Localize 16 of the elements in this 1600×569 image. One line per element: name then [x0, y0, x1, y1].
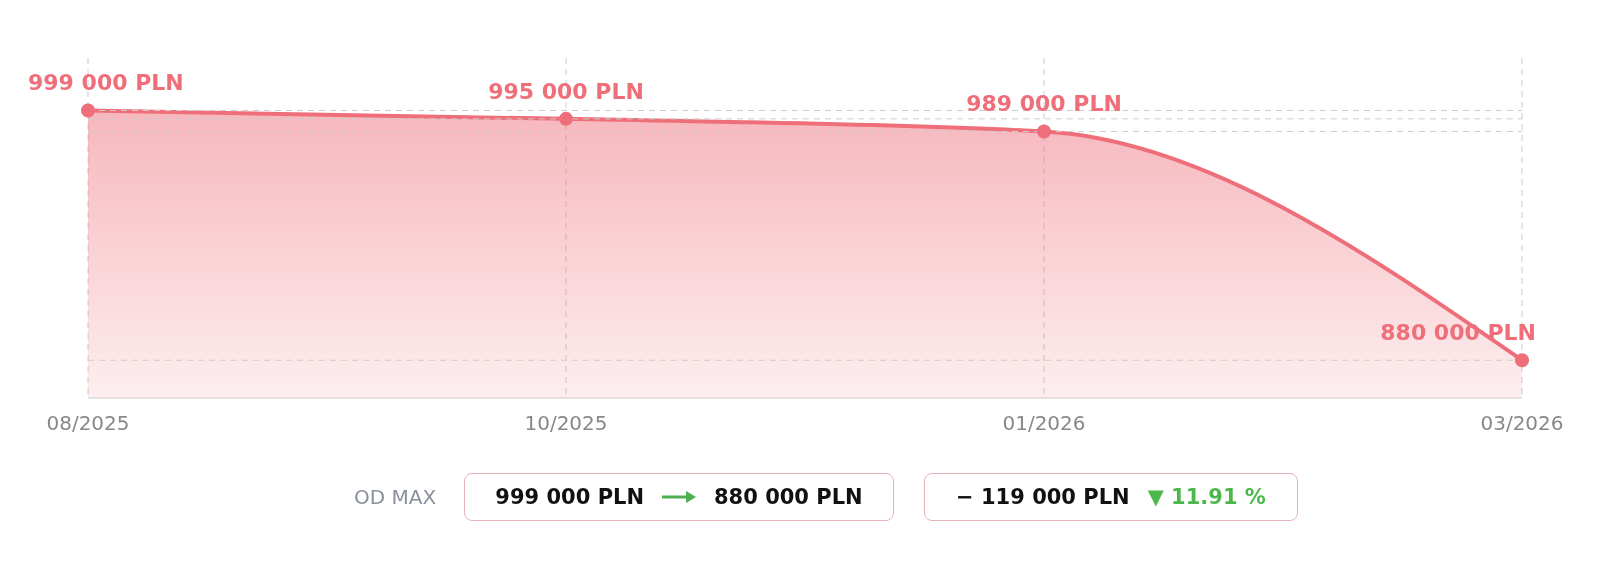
point [1037, 124, 1051, 139]
text: 999 000 PLN [495, 485, 644, 509]
text: OD MAX [354, 485, 438, 509]
text: − 119 000 PLN [956, 485, 1130, 509]
point [1515, 353, 1529, 368]
data-label: 995 000 PLN [488, 78, 644, 104]
x-tick-label: 03/2026 [1480, 411, 1564, 436]
point [81, 103, 95, 118]
x-tick-label: 10/2025 [524, 411, 608, 436]
data-label: 999 000 PLN [28, 70, 184, 96]
point [559, 111, 573, 126]
x-tick-label: 08/2025 [46, 411, 130, 436]
data-label: 989 000 PLN [966, 91, 1122, 117]
text: 880 000 PLN [714, 485, 863, 509]
x-tick-label: 01/2026 [1002, 411, 1086, 436]
text: ▼ 11.91 % [1147, 485, 1266, 509]
